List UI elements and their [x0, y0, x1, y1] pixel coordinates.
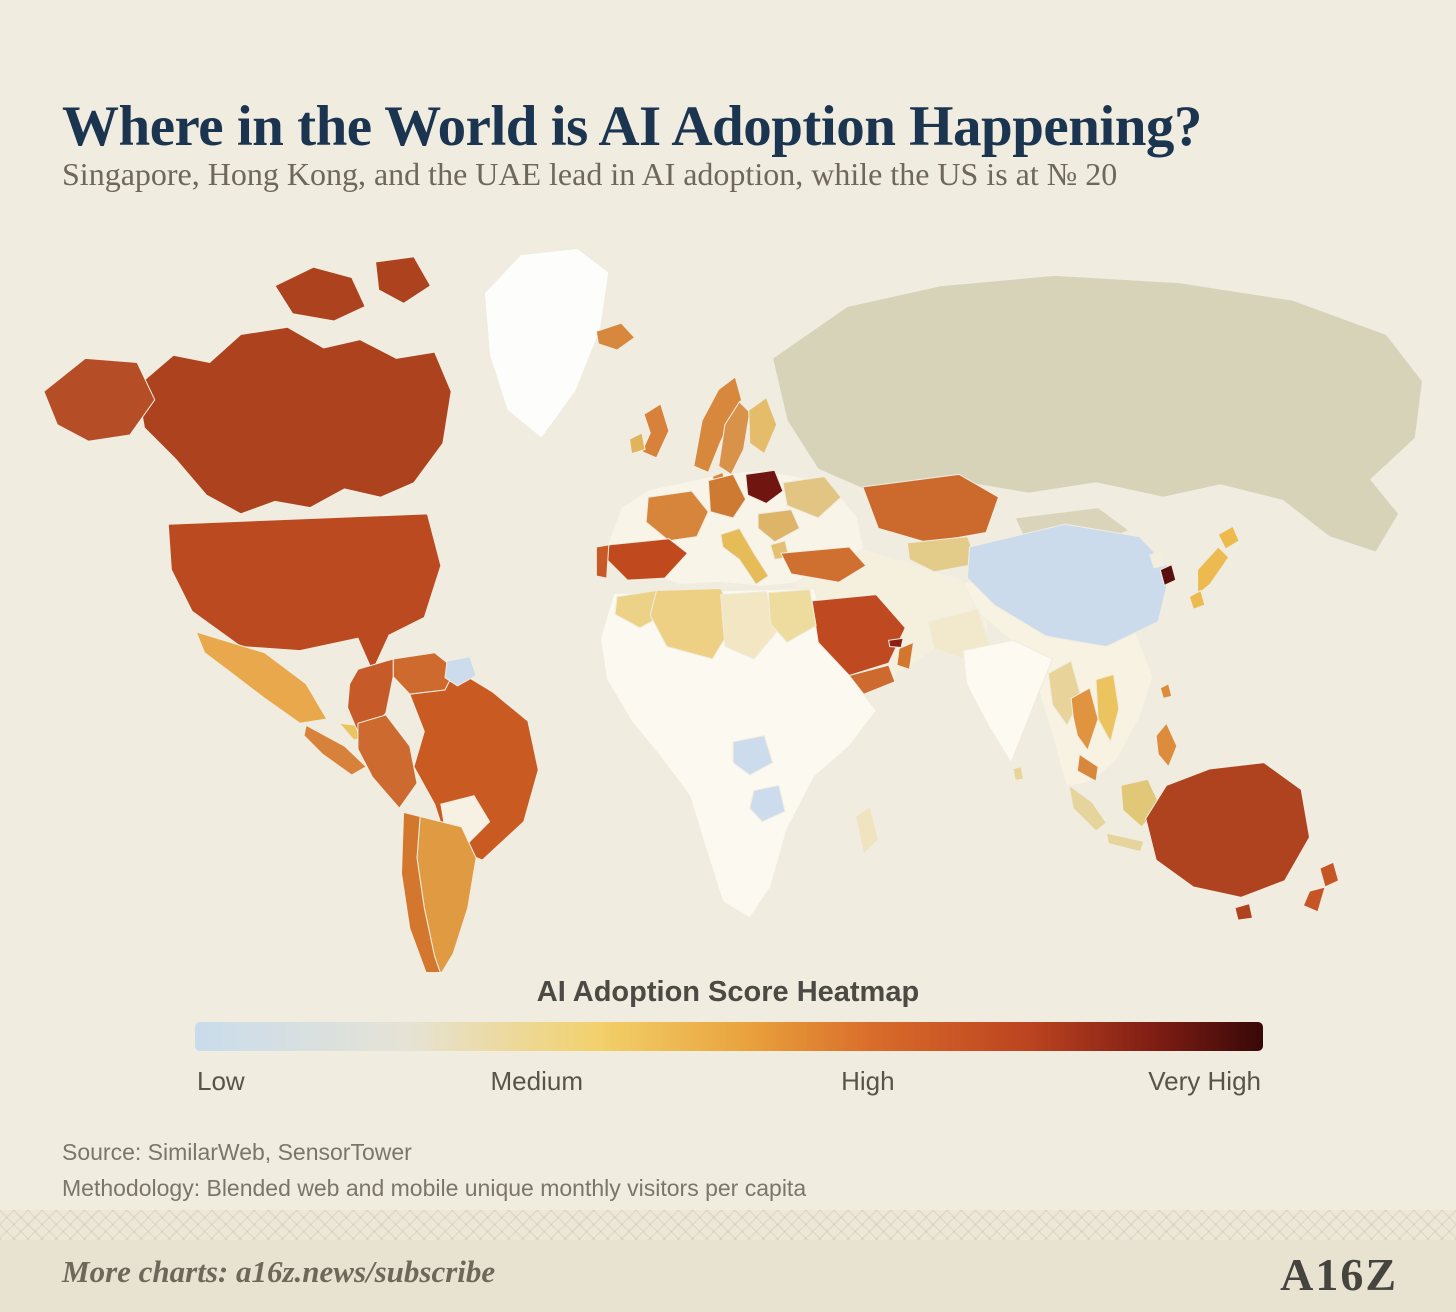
region-uae	[888, 637, 904, 649]
region-france	[645, 490, 709, 542]
region-uk	[641, 403, 670, 459]
legend-label-low: Low	[197, 1066, 245, 1096]
region-central-america	[303, 724, 368, 776]
region-west-africa-low	[732, 735, 774, 776]
world-map	[43, 247, 1424, 972]
region-alaska	[43, 357, 156, 442]
region-canada-arctic-islands	[374, 256, 432, 304]
footer-subscribe-text: More charts: a16z.news/subscribe	[62, 1254, 496, 1289]
legend-title: AI Adoption Score Heatmap	[536, 976, 920, 1008]
region-balkans	[757, 509, 801, 543]
region-iceland	[595, 322, 636, 351]
world-map-container	[28, 236, 1428, 972]
legend-label-medium: Medium	[490, 1066, 583, 1096]
region-central-asia	[906, 536, 979, 573]
region-china	[966, 523, 1172, 648]
decorative-pattern-band	[0, 1210, 1456, 1240]
region-italy	[720, 527, 770, 586]
region-north-korea	[1149, 549, 1165, 569]
page-title: Where in the World is AI Adoption Happen…	[62, 95, 1202, 159]
region-madagascar	[854, 805, 879, 855]
region-sri-lanka	[1012, 766, 1025, 781]
a16z-logo: A16Z	[1280, 1249, 1398, 1300]
region-libya	[720, 591, 778, 660]
methodology-line: Methodology: Blended web and mobile uniq…	[62, 1175, 807, 1201]
region-finland	[748, 396, 778, 455]
region-new-zealand-north	[1319, 861, 1340, 888]
region-japan-hokkaido	[1217, 525, 1240, 550]
region-chile	[400, 811, 441, 972]
region-south-korea	[1159, 563, 1177, 587]
source-block: Source: SimilarWeb, SensorTower Methodol…	[62, 1134, 806, 1206]
region-sumatra	[1068, 784, 1108, 832]
region-portugal	[595, 544, 610, 579]
region-germany	[707, 473, 747, 519]
region-saudi-arabia	[811, 594, 906, 677]
region-tasmania	[1234, 902, 1254, 921]
legend-labels: Low Medium High Very High	[195, 1066, 1263, 1100]
region-usa	[167, 513, 442, 673]
legend-label-high: High	[841, 1066, 895, 1096]
footer-bar: More charts: a16z.news/subscribe A16Z	[0, 1240, 1456, 1312]
region-philippines	[1155, 722, 1178, 768]
legend-label-very-high: Very High	[1148, 1066, 1261, 1096]
region-guyanas	[444, 656, 477, 687]
region-ukraine	[782, 475, 842, 519]
region-india	[962, 639, 1054, 764]
region-taiwan	[1159, 683, 1173, 699]
region-japan-honshu	[1197, 546, 1230, 596]
region-oman	[896, 641, 915, 670]
region-australia	[1145, 762, 1311, 898]
region-canada	[136, 326, 452, 515]
region-vietnam	[1095, 673, 1120, 744]
region-norway	[693, 376, 743, 474]
region-peru	[357, 714, 418, 810]
region-egypt	[767, 588, 817, 644]
region-canada-arctic-islands	[274, 266, 366, 322]
region-greenland	[483, 247, 610, 439]
region-poland	[745, 469, 784, 505]
page-subtitle: Singapore, Hong Kong, and the UAE lead i…	[62, 156, 1118, 192]
region-java	[1105, 832, 1145, 853]
region-mexico	[195, 631, 328, 724]
region-thailand	[1070, 687, 1099, 752]
region-central-africa-low	[749, 784, 786, 823]
region-ireland	[628, 432, 646, 455]
region-yemen	[848, 664, 896, 695]
region-kazakhstan	[862, 473, 1000, 544]
source-line: Source: SimilarWeb, SensorTower	[62, 1139, 412, 1165]
region-malaysia	[1076, 753, 1099, 783]
legend-gradient-bar	[195, 1022, 1263, 1051]
region-new-zealand-south	[1302, 886, 1326, 913]
region-japan-kyushu	[1188, 589, 1206, 610]
region-algeria	[649, 587, 736, 660]
region-turkey	[780, 546, 867, 583]
